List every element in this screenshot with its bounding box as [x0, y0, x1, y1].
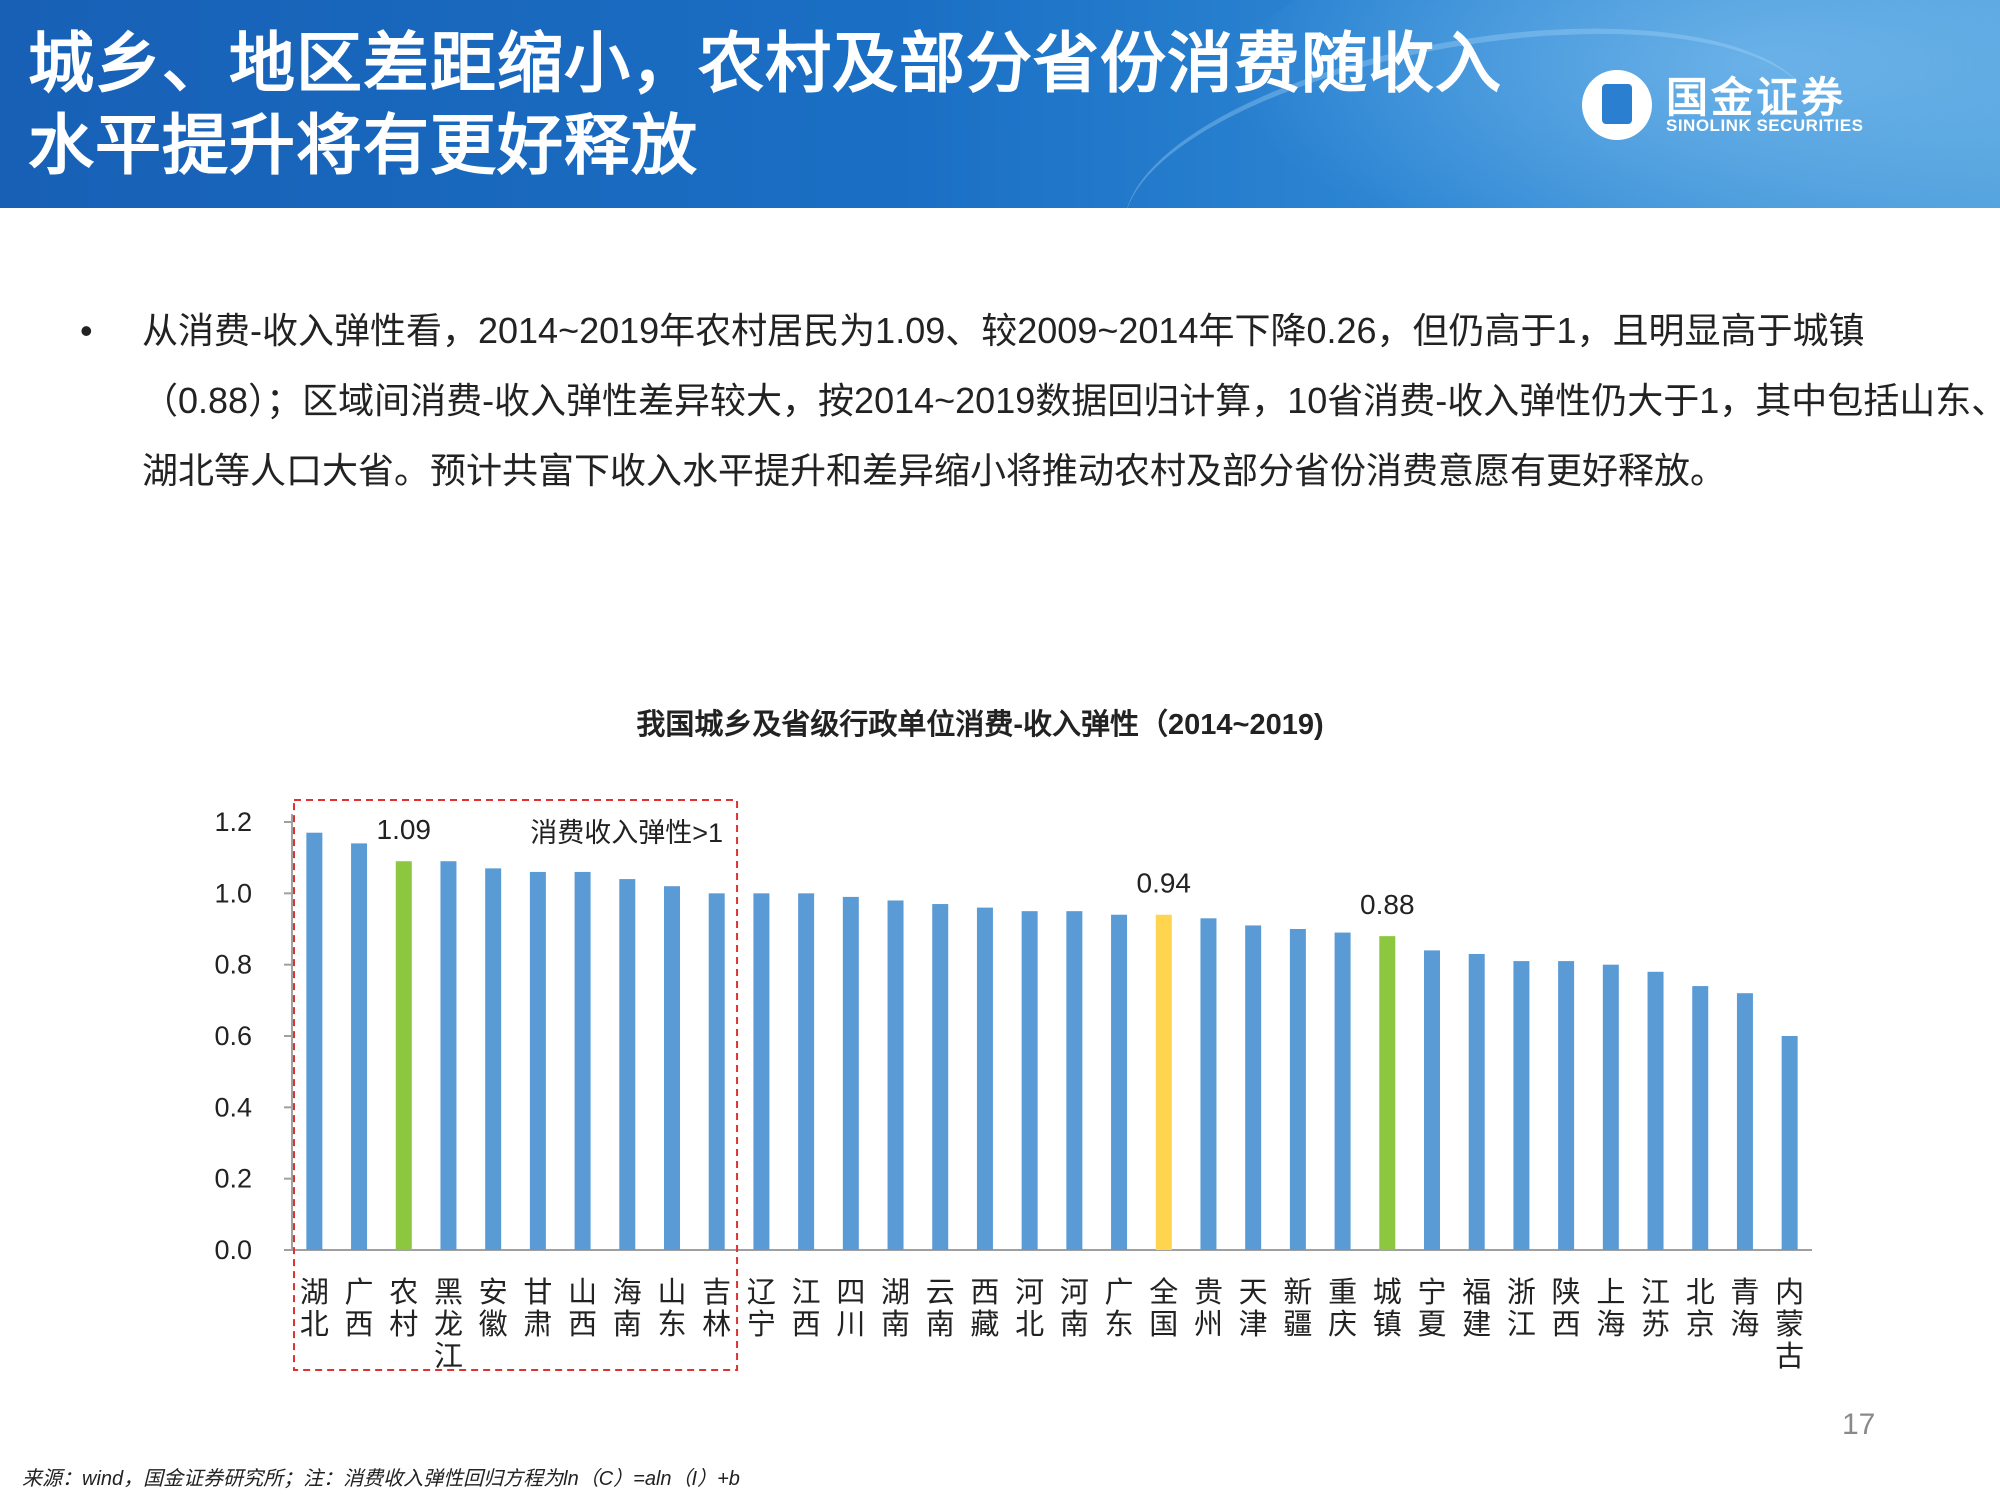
data-label: 0.88 [1360, 889, 1415, 920]
x-tick-label: 江苏 [1641, 1277, 1670, 1341]
x-tick-label: 安徽 [479, 1276, 508, 1341]
slide-title: 城乡、地区差距缩小，农村及部分省份消费随收入水平提升将有更好释放 [28, 26, 1502, 182]
x-tick-label: 西藏 [970, 1277, 999, 1341]
x-tick-label: 浙江 [1507, 1276, 1536, 1341]
bar [1468, 953, 1485, 1250]
bar [976, 907, 993, 1250]
x-tick-label: 甘肃 [523, 1276, 552, 1341]
bar [1289, 929, 1306, 1250]
page-number: 17 [1842, 1408, 1876, 1441]
body-paragraph: 从消费-收入弹性看，2014~2019年农村居民为1.09、较2009~2014… [142, 310, 2000, 491]
x-tick-label: 内蒙古 [1775, 1276, 1804, 1373]
y-tick-label: 1.2 [214, 807, 252, 837]
bar [932, 904, 949, 1250]
bar [1781, 1036, 1798, 1250]
bar [529, 871, 546, 1250]
bar [753, 893, 770, 1250]
x-tick-label: 吉林 [702, 1276, 731, 1341]
x-tick-label: 云南 [926, 1277, 955, 1341]
bar [1066, 911, 1083, 1250]
x-tick-label: 山东 [657, 1277, 686, 1341]
y-tick-label: 0.4 [214, 1092, 252, 1122]
x-tick-label: 陕西 [1552, 1276, 1581, 1341]
x-tick-label: 河北 [1015, 1277, 1044, 1341]
bar-series [306, 832, 1798, 1250]
source-note: 来源：wind，国金证券研究所；注：消费收入弹性回归方程为ln（C）=aln（I… [22, 1468, 740, 1490]
x-tick-label: 广西 [345, 1276, 374, 1341]
x-tick-label: 广东 [1105, 1276, 1134, 1341]
data-labels: 1.09 0.94 0.88 [377, 814, 1415, 920]
y-tick-label: 0.8 [214, 950, 252, 980]
bar [1379, 936, 1396, 1250]
chart-title: 我国城乡及省级行政单位消费-收入弹性（2014~2019) [636, 707, 1323, 741]
bar [306, 832, 323, 1250]
bar [1602, 964, 1619, 1250]
x-tick-label: 天津 [1239, 1277, 1268, 1341]
annotation-box [293, 799, 739, 1371]
x-tick-label: 全国 [1149, 1276, 1178, 1341]
bar [1424, 950, 1440, 1250]
x-tick-label: 福建 [1462, 1276, 1491, 1341]
bar [485, 868, 502, 1250]
bar [1021, 911, 1038, 1250]
bar [842, 896, 859, 1250]
x-tick-label: 农村 [389, 1276, 418, 1341]
logo-cn-text: 国金证券 [1666, 74, 1847, 121]
x-tick-label: 辽宁 [747, 1277, 776, 1341]
bar [708, 893, 725, 1250]
x-axis-labels: 湖北广西农村黑龙江安徽甘肃山西海南山东吉林辽宁江西四川湖南云南西藏河北河南广东全… [300, 1276, 1804, 1373]
bar [1736, 993, 1753, 1250]
x-tick-label: 青海 [1730, 1276, 1759, 1341]
y-tick-label: 0.6 [214, 1021, 252, 1051]
bar [1647, 971, 1664, 1250]
bar [1513, 961, 1530, 1250]
x-tick-label: 城镇 [1373, 1276, 1402, 1341]
annotation-text: 消费收入弹性>1 [530, 818, 723, 848]
x-tick-label: 河南 [1060, 1277, 1089, 1341]
bar [1692, 986, 1709, 1250]
annotation-group: 消费收入弹性>1 [293, 799, 739, 1371]
y-tick-label: 1.0 [214, 878, 252, 908]
bar [887, 900, 904, 1250]
x-tick-label: 江西 [792, 1277, 821, 1341]
company-logo: 国金证券 SINOLINK SECURITIES [1582, 68, 1962, 148]
bar [1558, 961, 1575, 1250]
x-tick-label: 重庆 [1328, 1276, 1357, 1341]
bar [1245, 925, 1262, 1250]
bar [1334, 932, 1351, 1250]
x-tick-label: 上海 [1596, 1277, 1625, 1341]
data-label: 1.09 [377, 814, 432, 845]
x-tick-label: 贵州 [1194, 1276, 1223, 1341]
bullet-marker: • [80, 310, 93, 351]
bar [1111, 914, 1128, 1250]
x-tick-label: 四川 [836, 1277, 865, 1341]
bar [798, 893, 815, 1250]
x-tick-label: 黑龙江 [434, 1277, 463, 1373]
y-tick-label: 0.2 [214, 1164, 252, 1194]
x-tick-label: 山西 [568, 1277, 597, 1341]
bar [619, 879, 636, 1250]
bar [1200, 918, 1217, 1250]
slide-header: 城乡、地区差距缩小，农村及部分省份消费随收入水平提升将有更好释放 国金证券 SI… [0, 0, 2000, 208]
logo-en-text: SINOLINK SECURITIES [1666, 116, 1864, 135]
bar [440, 861, 457, 1250]
x-tick-label: 宁夏 [1417, 1276, 1446, 1341]
bar [664, 886, 680, 1250]
x-tick-label: 海南 [613, 1276, 642, 1341]
bar [395, 861, 412, 1250]
bar [351, 843, 368, 1250]
x-tick-label: 新疆 [1283, 1276, 1312, 1341]
x-tick-label: 湖北 [300, 1277, 329, 1341]
x-tick-label: 北京 [1686, 1277, 1715, 1341]
bar [574, 871, 591, 1250]
logo-mark-icon [1582, 70, 1652, 140]
bar [1155, 914, 1172, 1250]
data-label: 0.94 [1137, 868, 1192, 899]
x-tick-label: 湖南 [881, 1277, 910, 1341]
y-tick-label: 0.0 [214, 1235, 252, 1265]
